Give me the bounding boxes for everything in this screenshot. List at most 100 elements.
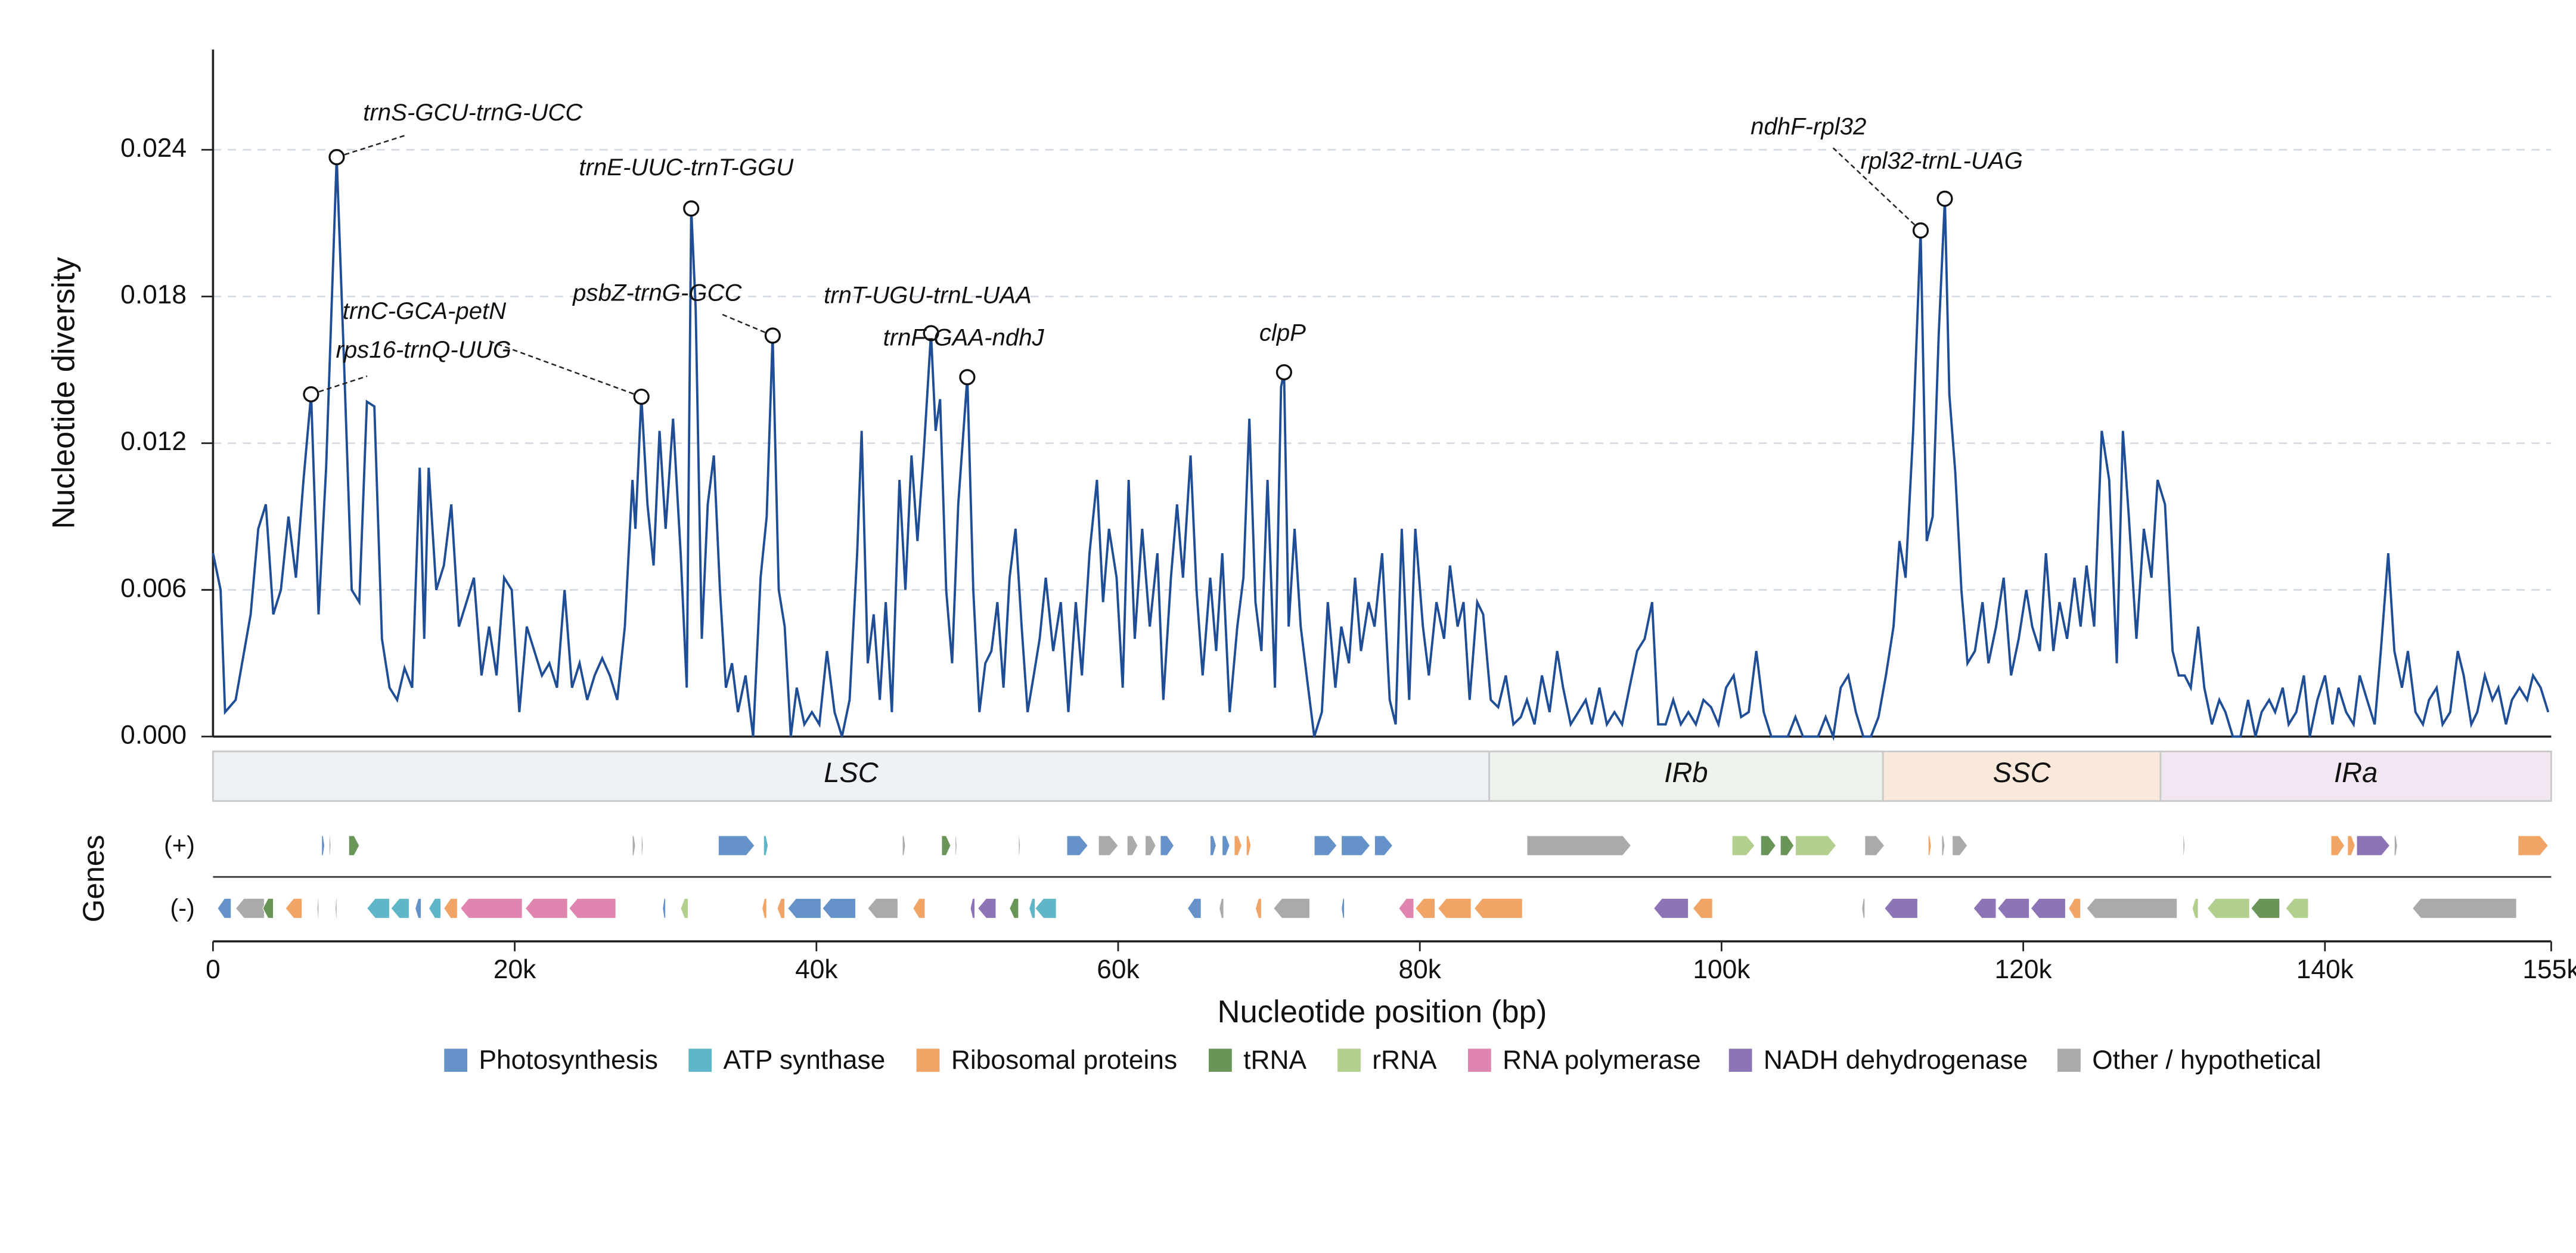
- region: [212, 750, 1491, 802]
- gene: [1222, 835, 1230, 856]
- legend-swatch: [1467, 1049, 1491, 1072]
- gene: [763, 835, 769, 856]
- x-axis-label: Nucleotide position (bp): [1217, 994, 1547, 1029]
- gene: [970, 898, 976, 919]
- gene: [2330, 835, 2345, 856]
- gene: [1884, 898, 1918, 919]
- gene: [822, 898, 856, 919]
- gene: [632, 835, 636, 856]
- region-label: IRa: [2334, 756, 2378, 788]
- gene: [2356, 835, 2391, 856]
- peak-label: trnC-GCA-petN: [343, 297, 507, 324]
- gene: [1692, 898, 1713, 919]
- gene: [414, 898, 422, 919]
- gene: [217, 898, 232, 919]
- region: [2159, 750, 2552, 802]
- leader-line: [488, 340, 642, 398]
- gene: [1731, 835, 1755, 856]
- gene: [1928, 835, 1932, 856]
- gene: [1219, 898, 1224, 919]
- gene: [2206, 898, 2250, 919]
- gene: [1126, 835, 1138, 856]
- gene: [1273, 898, 1310, 919]
- peak-label: trnT-UGU-trnL-UAA: [824, 282, 1032, 309]
- gene: [902, 835, 906, 856]
- strand-label: (+): [164, 831, 195, 859]
- gene: [1160, 835, 1175, 856]
- peak-marker: [959, 369, 976, 386]
- gene: [428, 898, 442, 919]
- gene: [2347, 835, 2356, 856]
- gene: [1187, 898, 1202, 919]
- gene: [1144, 835, 1156, 856]
- gene: [2192, 898, 2199, 919]
- gene: [390, 898, 409, 919]
- gene: [2285, 898, 2309, 919]
- peak-label: trnE-UUC-trnT-GGU: [579, 154, 794, 181]
- gene: [1009, 898, 1019, 919]
- gene: [1473, 898, 1523, 919]
- track-label: Genes: [77, 835, 110, 922]
- gene: [1526, 835, 1632, 856]
- peak-marker: [328, 149, 345, 166]
- gene: [1029, 898, 1036, 919]
- gene: [1437, 898, 1472, 919]
- legend-label: RNA polymerase: [1503, 1046, 1700, 1075]
- legend-swatch: [688, 1049, 712, 1072]
- gene: [1035, 898, 1057, 919]
- leader-line: [336, 135, 405, 158]
- region-label: IRb: [1664, 756, 1708, 788]
- peak-marker: [1912, 222, 1929, 239]
- gene: [1861, 898, 1866, 919]
- gene: [366, 898, 390, 919]
- legend-label: Photosynthesis: [479, 1046, 658, 1075]
- gene: [1374, 835, 1393, 856]
- gene: [680, 898, 689, 919]
- gene: [2086, 898, 2178, 919]
- y-tick-label: 0.018: [120, 280, 187, 309]
- x-tick-label: 100k: [1693, 955, 1751, 984]
- legend-label: Ribosomal proteins: [951, 1046, 1177, 1075]
- gene: [1341, 835, 1371, 856]
- region: [1488, 750, 1884, 802]
- peak-marker: [633, 388, 650, 405]
- gene: [718, 835, 755, 856]
- gene: [941, 835, 951, 856]
- x-tick-label: 120k: [1995, 955, 2053, 984]
- gene: [762, 898, 767, 919]
- strand-label: (-): [170, 894, 195, 922]
- legend-swatch: [1337, 1049, 1361, 1072]
- gene: [1864, 835, 1885, 856]
- gene: [2183, 835, 2186, 856]
- gene: [348, 835, 360, 856]
- gene: [1018, 835, 1021, 856]
- peak-marker: [1936, 190, 1953, 207]
- gene: [867, 898, 899, 919]
- gene: [1234, 835, 1243, 856]
- gene: [1952, 835, 1968, 856]
- peak-marker: [923, 325, 939, 342]
- x-tick-label: 60k: [1097, 955, 1140, 984]
- gene: [1246, 835, 1252, 856]
- peak-label: rps16-trnQ-UUG: [336, 336, 511, 363]
- x-tick-label: 0: [206, 955, 221, 984]
- legend-label: ATP synthase: [723, 1046, 885, 1075]
- x-tick-label: 20k: [494, 955, 536, 984]
- gene: [777, 898, 786, 919]
- gene: [2411, 898, 2517, 919]
- gene: [321, 835, 325, 856]
- gene: [443, 898, 458, 919]
- peak-marker: [303, 386, 319, 403]
- legend-label: tRNA: [1243, 1046, 1306, 1075]
- peak-label: psbZ-trnG-GCC: [572, 279, 742, 306]
- peak-label: rpl32-trnL-UAG: [1861, 147, 2023, 174]
- gene: [977, 898, 997, 919]
- gene: [1780, 835, 1795, 856]
- gene: [524, 898, 568, 919]
- gene: [1341, 898, 1345, 919]
- gene: [1098, 835, 1119, 856]
- gene: [2068, 898, 2081, 919]
- legend-swatch: [444, 1049, 468, 1072]
